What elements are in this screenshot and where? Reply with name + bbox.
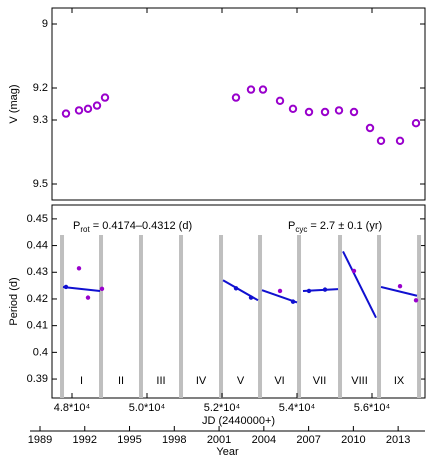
season-mean: [395, 136, 405, 146]
x-axis-label: JD (2440000+): [202, 415, 275, 427]
season-mean: [411, 119, 421, 128]
x-tick-label: 5.4*10⁴: [279, 402, 316, 414]
annotation: Pcyc = 2.7 ± 0.1 (yr): [288, 220, 382, 234]
year-tick-label: 2007: [296, 434, 320, 446]
y-tick-label: 0.41: [27, 320, 48, 332]
season-mean: [376, 136, 386, 146]
cycle-label: III: [156, 375, 165, 387]
period-point: [413, 298, 419, 303]
period-point: [248, 295, 254, 300]
y-tick-label: 9.2: [33, 82, 48, 94]
period-point: [351, 268, 357, 274]
y-axis-label: Period (d): [8, 277, 20, 325]
period-point: [99, 286, 105, 292]
y-tick-label: 0.45: [27, 213, 48, 225]
season-mean: [231, 93, 241, 102]
y-tick-label: 0.44: [27, 239, 48, 251]
fit-line: [342, 251, 377, 319]
fit-line: [62, 285, 101, 292]
cycle-label: VIII: [351, 375, 368, 387]
annotation-part: = 2.7 ± 0.1 (yr): [307, 220, 382, 232]
y-tick-label: 0.39: [27, 373, 48, 385]
y-tick-label: 0.42: [27, 293, 48, 305]
annotation-part: cyc: [295, 225, 307, 234]
season-mean: [365, 123, 375, 133]
season-mean: [74, 106, 84, 115]
year-tick-label: 2013: [386, 434, 410, 446]
period-point: [85, 295, 91, 300]
cycle-label: V: [237, 375, 245, 387]
period-point: [322, 287, 328, 292]
period-point: [306, 288, 312, 294]
year-tick-label: 2001: [207, 434, 231, 446]
year-tick-label: 2010: [341, 434, 365, 446]
year-tick-label: 2004: [252, 434, 276, 446]
cycle-label: I: [80, 375, 83, 387]
y-tick-label: 9: [42, 18, 48, 30]
year-axis-label: Year: [216, 446, 239, 458]
cycle-label: IV: [196, 375, 207, 387]
plot-frame: [51, 204, 426, 399]
period-point: [277, 288, 283, 294]
y-tick-label: 0.4: [33, 346, 48, 358]
plot-frame: [51, 7, 426, 201]
x-tick-label: 5.2*10⁴: [204, 402, 241, 414]
year-tick-label: 1998: [162, 434, 186, 446]
season-mean: [275, 96, 285, 106]
period-point: [397, 283, 403, 289]
season-mean: [92, 101, 102, 110]
annotation-part: rot: [80, 225, 90, 234]
season-mean: [349, 107, 359, 117]
x-tick-label: 5.6*10⁴: [354, 402, 391, 414]
season-mean: [83, 104, 93, 114]
period-point: [63, 284, 69, 290]
y-tick-label: 9.5: [33, 178, 48, 190]
y-tick-label: 0.43: [27, 266, 48, 278]
year-tick-label: 1989: [28, 434, 52, 446]
annotation: Prot = 0.4174–0.4312 (d): [73, 220, 192, 234]
season-mean: [288, 104, 298, 114]
y-axis-label: V (mag): [8, 84, 20, 123]
period-point: [233, 286, 239, 291]
fit-line: [261, 289, 298, 304]
year-tick-label: 1995: [117, 434, 141, 446]
period-point: [290, 299, 296, 304]
x-tick-label: 4.8*10⁴: [54, 402, 91, 414]
cycle-label: IX: [394, 375, 405, 387]
x-tick-label: 5.0*10⁴: [129, 402, 166, 414]
y-tick-label: 9.3: [33, 114, 48, 126]
period-point: [76, 266, 82, 271]
cycle-label: II: [118, 375, 124, 387]
season-mean: [246, 85, 256, 94]
cycle-label: VII: [313, 375, 326, 387]
fit-line: [380, 285, 418, 297]
annotation-part: = 0.4174–0.4312 (d): [90, 220, 192, 232]
season-mean: [258, 85, 268, 94]
season-mean: [320, 107, 330, 117]
season-mean: [61, 109, 71, 118]
annotation-part: P: [288, 220, 295, 232]
cycle-label: VI: [274, 375, 284, 387]
season-mean: [304, 107, 314, 117]
year-tick-label: 1992: [73, 434, 97, 446]
annotation-part: P: [73, 220, 80, 232]
season-mean: [334, 106, 344, 115]
season-mean: [100, 93, 110, 102]
